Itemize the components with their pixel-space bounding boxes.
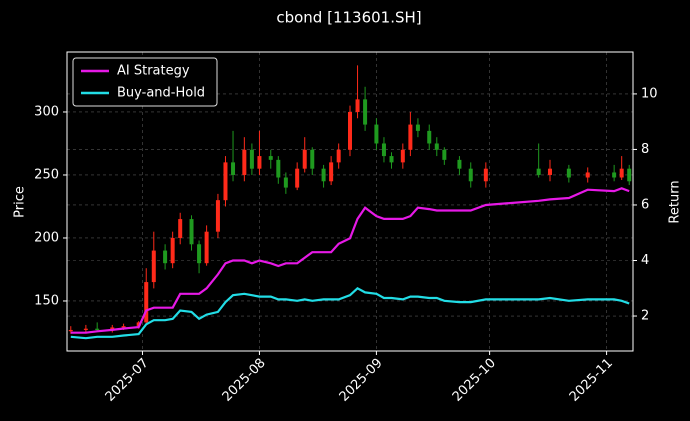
- candle-body: [257, 156, 262, 169]
- candle-body: [329, 162, 334, 182]
- candle-body: [83, 328, 88, 330]
- line-series: [70, 187, 630, 334]
- candle-body: [374, 124, 379, 144]
- candle-body: [268, 156, 273, 160]
- candle-body: [348, 111, 352, 150]
- candle-body: [276, 159, 281, 178]
- candle-body: [121, 326, 126, 328]
- candle-body: [110, 327, 115, 330]
- candle-body: [204, 231, 209, 264]
- candle-body: [536, 168, 541, 175]
- candle-body: [68, 329, 73, 332]
- x-tick-label: 2025-08: [220, 356, 269, 405]
- y2-tick-label: 8: [641, 142, 649, 157]
- candle-body: [215, 200, 220, 232]
- candle-body: [223, 162, 228, 201]
- candle-body: [136, 322, 141, 327]
- y2-axis-label: Return: [668, 180, 683, 223]
- x-tick-label: 2025-07: [103, 356, 152, 405]
- candle-body: [381, 143, 386, 157]
- line-series: [70, 286, 630, 340]
- y2-tick-label: 4: [641, 253, 649, 268]
- y-tick-label: 200: [34, 230, 59, 245]
- candle-body: [408, 124, 413, 150]
- candle-body: [283, 177, 288, 188]
- candle-body: [585, 172, 590, 178]
- candle-body: [612, 172, 617, 178]
- candle-body: [619, 168, 624, 178]
- plot-frame: [66, 51, 634, 352]
- candle-body: [336, 149, 341, 163]
- candle-body: [144, 282, 149, 323]
- y2-tick-label: 2: [641, 309, 649, 324]
- y-tick-label: 250: [34, 167, 59, 182]
- candle-body: [434, 143, 439, 150]
- candle-body: [170, 237, 175, 264]
- candle-body: [627, 168, 632, 182]
- candle-body: [389, 156, 394, 163]
- candle-body: [231, 162, 236, 175]
- candle-body: [321, 168, 326, 182]
- x-tick-label: 2025-09: [337, 356, 386, 405]
- y2-tick-label: 6: [641, 197, 649, 212]
- candle-body: [178, 219, 183, 238]
- legend-label: AI Strategy: [117, 64, 190, 79]
- candle-body: [151, 250, 156, 283]
- candle-body: [302, 149, 307, 169]
- candle-body: [242, 149, 247, 175]
- candle-body: [363, 99, 368, 125]
- candle-body: [310, 149, 315, 169]
- candle-body: [483, 168, 488, 182]
- y-tick-label: 150: [34, 293, 59, 308]
- candle-body: [415, 124, 420, 131]
- legend-label: Buy-and-Hold: [117, 86, 205, 101]
- candle-body: [95, 328, 100, 330]
- x-tick-label: 2025-11: [567, 356, 616, 405]
- x-tick-label: 2025-10: [450, 356, 499, 405]
- candle-body: [189, 219, 194, 245]
- candle-body: [457, 159, 462, 169]
- candle-body: [355, 99, 360, 112]
- candle-body: [547, 168, 552, 175]
- candle-body: [295, 168, 300, 188]
- candle-body: [249, 149, 254, 169]
- candle-body: [197, 244, 202, 264]
- candle-body: [468, 168, 473, 182]
- candle-body: [163, 250, 168, 264]
- candle-body: [566, 168, 571, 178]
- y2-tick-label: 10: [641, 86, 658, 101]
- y-axis-label: Price: [13, 186, 28, 218]
- candle-body: [427, 130, 432, 144]
- candle-body: [400, 149, 405, 163]
- candle-body: [442, 149, 447, 160]
- chart-title: cbond [113601.SH]: [276, 9, 421, 27]
- y-tick-label: 300: [34, 104, 59, 119]
